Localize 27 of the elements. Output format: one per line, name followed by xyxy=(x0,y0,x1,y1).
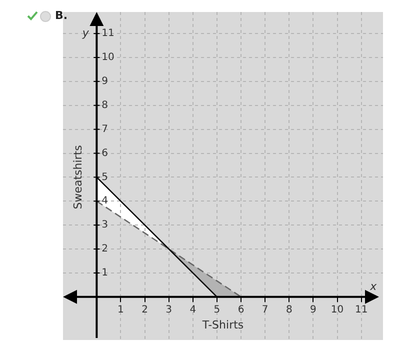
x-tick-label: 5 xyxy=(214,304,220,316)
y-tick-label: 1 xyxy=(102,268,108,279)
x-tick-label: 8 xyxy=(286,304,292,316)
x-tick-label: 11 xyxy=(354,304,368,316)
y-tick-label: 3 xyxy=(102,220,108,231)
y-tick-label: 9 xyxy=(102,76,108,88)
x-tick-label: 7 xyxy=(262,304,268,316)
x-tick-label: 4 xyxy=(190,304,196,316)
y-tick-label: 11 xyxy=(102,28,114,40)
y-tick-label: 7 xyxy=(102,124,108,135)
y-tick-label: 2 xyxy=(102,244,108,255)
y-tick-label: 10 xyxy=(102,52,114,64)
y-tick-label: 4 xyxy=(102,196,108,207)
annotation: x xyxy=(369,280,378,293)
x-axis-title: T-Shirts xyxy=(201,318,244,332)
x-tick-label: 10 xyxy=(330,304,344,316)
x-tick-label: 2 xyxy=(142,304,148,316)
y-tick-label: 8 xyxy=(102,100,108,111)
annotation: B. xyxy=(55,9,68,22)
y-axis-title: Sweatshirts xyxy=(72,144,85,210)
x-tick-label: 1 xyxy=(118,304,124,316)
x-tick-label: 3 xyxy=(166,304,172,316)
x-tick-label: 6 xyxy=(238,304,244,316)
y-tick-label: 5 xyxy=(102,172,108,183)
y-tick-label: 6 xyxy=(102,148,108,159)
x-tick-label: 9 xyxy=(310,304,316,316)
annotation: y xyxy=(81,26,90,40)
